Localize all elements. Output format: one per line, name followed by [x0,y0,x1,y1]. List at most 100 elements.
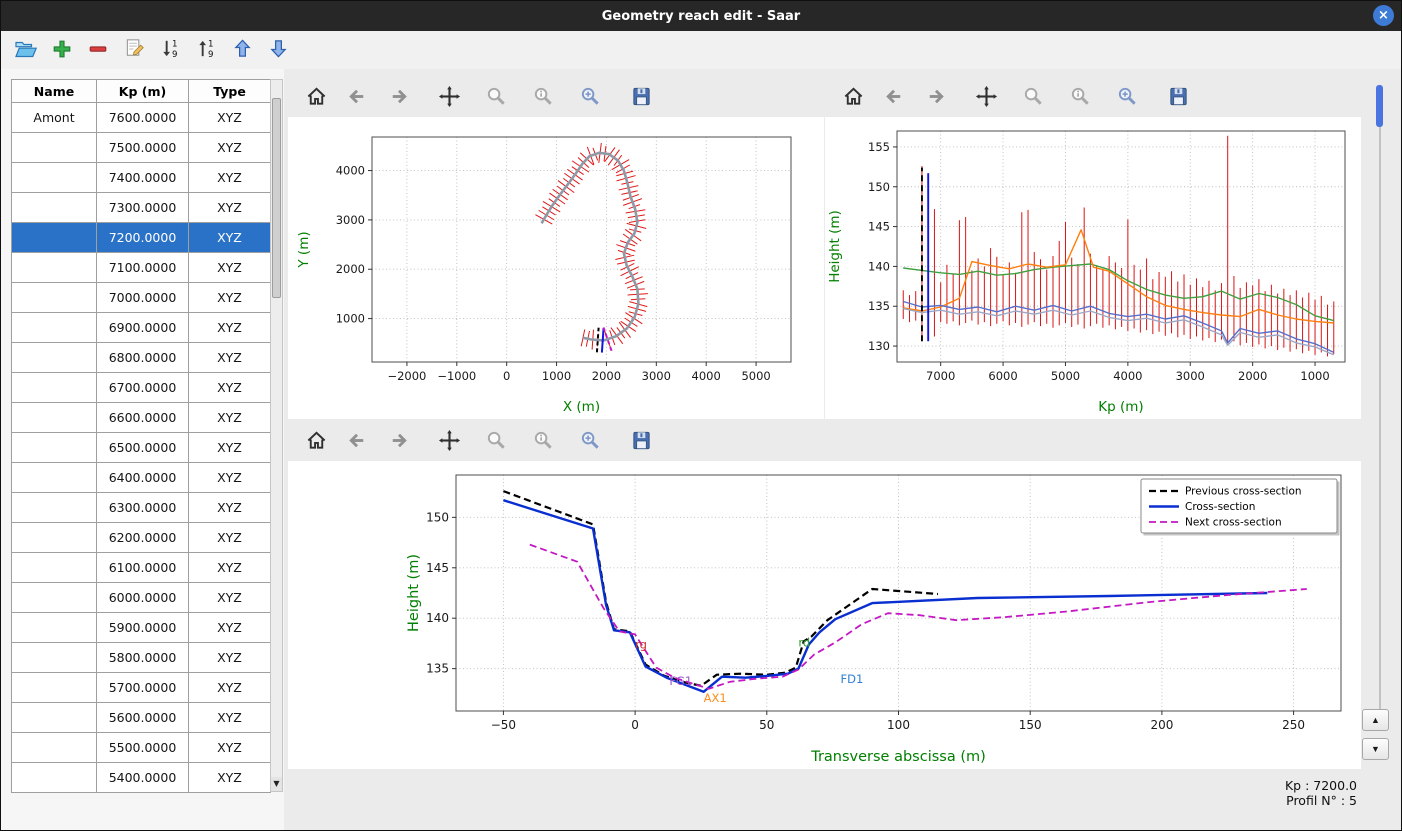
up-arrow-icon [231,37,254,63]
svg-text:Y (m): Y (m) [296,231,312,268]
plot-zoom-plus-button[interactable] [1113,84,1141,112]
plot-pan-button[interactable] [435,84,463,112]
cell-type: XYZ [188,762,271,793]
plot-home-button[interactable] [839,84,867,112]
plot-zoom-plus-button[interactable] [576,84,604,112]
triangle-down-icon: ▼ [1371,744,1380,754]
table-row[interactable]: 5400.0000 XYZ [11,762,271,793]
previous-profile-button[interactable]: ▲ [1362,709,1389,731]
add-cross-section-button[interactable] [47,35,77,65]
table-row[interactable]: 5900.0000 XYZ [11,612,271,643]
minus-icon [87,38,109,63]
cell-kp: 6300.0000 [96,492,189,523]
cell-name [11,612,97,643]
table-row[interactable]: Amont 7600.0000 XYZ [11,102,271,133]
cross-section-canvas[interactable]: rg rd FD1 AX1 FG1 Previous cross-section Cross… [288,461,1361,769]
table-row[interactable]: 6500.0000 XYZ [11,432,271,463]
titlebar[interactable]: Geometry reach edit - Saar × [1,1,1401,31]
profile-figure[interactable]: 7000 6000 5000 4000 3000 2000 1000 130 135 140 145… [825,117,1361,419]
profile-slider[interactable] [1375,85,1385,709]
plot-forward-button[interactable] [384,84,412,112]
plan-view-panel: −2000 −1000 0 1000 2000 3000 4000 5000 1000 2000 3… [288,79,824,419]
svg-text:0: 0 [631,718,639,732]
table-row[interactable]: 6900.0000 XYZ [11,312,271,343]
table-scrollbar[interactable]: ▼ [270,79,283,792]
plot-pan-button[interactable] [972,84,1000,112]
table-row[interactable]: 6200.0000 XYZ [11,522,271,553]
plot-zoom-button[interactable] [482,428,510,456]
cell-type: XYZ [188,252,271,283]
table-row[interactable]: 6800.0000 XYZ [11,342,271,373]
svg-text:−1000: −1000 [437,369,476,383]
save-icon [630,85,653,111]
plan-view-canvas[interactable]: −2000 −1000 0 1000 2000 3000 4000 5000 1000 2000 3… [288,117,824,419]
plot-save-button[interactable] [627,428,655,456]
move-down-button[interactable] [263,35,293,65]
table-row[interactable]: 7500.0000 XYZ [11,132,271,163]
triangle-up-icon: ▲ [1371,715,1380,725]
plot-back-button[interactable] [880,84,908,112]
cell-type: XYZ [188,672,271,703]
remove-cross-section-button[interactable] [83,35,113,65]
home-icon [842,85,865,111]
edit-cross-section-button[interactable] [119,35,149,65]
close-button[interactable]: × [1373,5,1394,26]
plot-zoom-info-button[interactable] [1066,84,1094,112]
svg-text:rg: rg [635,637,647,651]
table-row[interactable]: 7400.0000 XYZ [11,162,271,193]
next-profile-button[interactable]: ▼ [1362,738,1389,760]
plot-save-button[interactable] [1164,84,1192,112]
zoom-icon [485,85,508,111]
table-row[interactable]: 6300.0000 XYZ [11,492,271,523]
cell-name [11,462,97,493]
plot-back-button[interactable] [343,84,371,112]
svg-text:3000: 3000 [642,369,671,383]
table-row[interactable]: 7100.0000 XYZ [11,252,271,283]
cell-type: XYZ [188,312,271,343]
plot-zoom-info-button[interactable] [529,84,557,112]
plot-pan-button[interactable] [435,428,463,456]
save-icon [1167,85,1190,111]
svg-text:135: 135 [868,299,890,313]
table-row[interactable]: 5800.0000 XYZ [11,642,271,673]
move-up-button[interactable] [227,35,257,65]
svg-text:−2000: −2000 [387,369,426,383]
plot-zoom-info-button[interactable] [529,428,557,456]
table-row[interactable]: 5700.0000 XYZ [11,672,271,703]
column-header-type[interactable]: Type [188,79,271,103]
table-row[interactable]: 7300.0000 XYZ [11,192,271,223]
plot-zoom-button[interactable] [1019,84,1047,112]
plot-forward-button[interactable] [921,84,949,112]
plot-zoom-plus-button[interactable] [576,428,604,456]
plot-home-button[interactable] [302,428,330,456]
table-row[interactable]: 7200.0000 XYZ [11,222,271,253]
plot-zoom-button[interactable] [482,84,510,112]
plan-view-figure[interactable]: −2000 −1000 0 1000 2000 3000 4000 5000 1000 2000 3… [288,117,824,419]
table-row[interactable]: 7000.0000 XYZ [11,282,271,313]
cell-type: XYZ [188,702,271,733]
status-profil: Profil N° : 5 [1286,793,1357,808]
table-row[interactable]: 5500.0000 XYZ [11,732,271,763]
open-geometry-button[interactable] [11,35,41,65]
table-row[interactable]: 6400.0000 XYZ [11,462,271,493]
cross-section-figure[interactable]: rg rd FD1 AX1 FG1 Previous cross-section Cross… [288,461,1361,769]
table-row[interactable]: 6000.0000 XYZ [11,582,271,613]
table-scrollbar-thumb[interactable] [272,98,281,298]
plot-home-button[interactable] [302,84,330,112]
column-header-kp[interactable]: Kp (m) [96,79,189,103]
plot-save-button[interactable] [627,84,655,112]
plot-back-button[interactable] [343,428,371,456]
table-scrollbar-down-button[interactable]: ▼ [271,777,282,791]
profile-canvas[interactable]: 7000 6000 5000 4000 3000 2000 1000 130 135 140 145… [825,117,1361,419]
table-row[interactable]: 6600.0000 XYZ [11,402,271,433]
column-header-name[interactable]: Name [11,79,97,103]
plot-forward-button[interactable] [384,428,412,456]
table-row[interactable]: 6700.0000 XYZ [11,372,271,403]
table-row[interactable]: 6100.0000 XYZ [11,552,271,583]
table-row[interactable]: 5600.0000 XYZ [11,702,271,733]
svg-text:3000: 3000 [336,213,365,227]
profile-slider-handle[interactable] [1376,85,1383,127]
close-icon: × [1378,8,1389,23]
